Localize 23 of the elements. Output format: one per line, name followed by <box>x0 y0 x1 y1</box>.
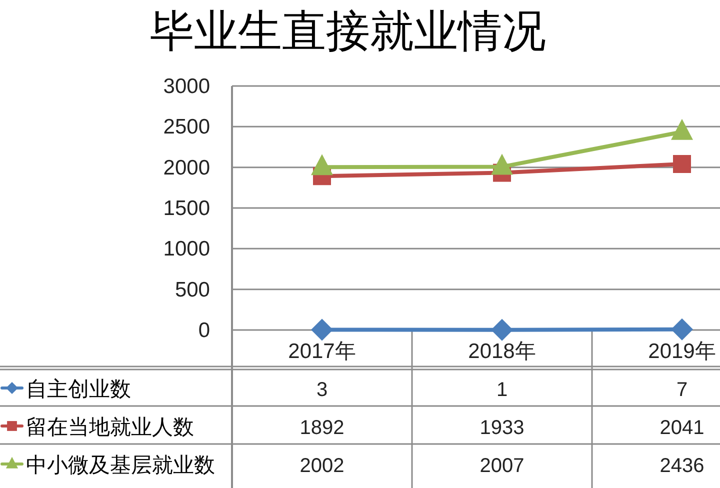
x-tick: 2019年 <box>648 340 716 363</box>
data-label: 7 <box>676 379 688 401</box>
data-label: 1933 <box>480 417 524 439</box>
data-label: 3 <box>316 379 328 401</box>
x-tick: 2017年 <box>288 340 356 363</box>
legend-label: 中小微及基层就业数 <box>26 454 215 477</box>
y-tick: 3000 <box>163 75 210 98</box>
data-label: 2007 <box>480 455 524 477</box>
data-label: 1 <box>496 379 508 401</box>
y-tick: 2000 <box>163 156 210 180</box>
data-label: 2041 <box>660 417 704 439</box>
data-label: 2002 <box>300 455 344 477</box>
y-tick: 1000 <box>163 238 210 261</box>
legend-label: 留在当地就业人数 <box>26 416 194 439</box>
y-tick: 500 <box>174 278 210 302</box>
y-tick: 1500 <box>163 197 210 220</box>
y-tick: 2500 <box>163 116 210 139</box>
data-label: 2436 <box>660 455 704 477</box>
data-label: 1892 <box>300 417 344 439</box>
legend-label: 自主创业数 <box>26 378 131 401</box>
x-tick: 2018年 <box>468 340 536 363</box>
title: 毕业生直接就业情况 <box>150 7 546 56</box>
y-tick: 0 <box>198 319 210 342</box>
